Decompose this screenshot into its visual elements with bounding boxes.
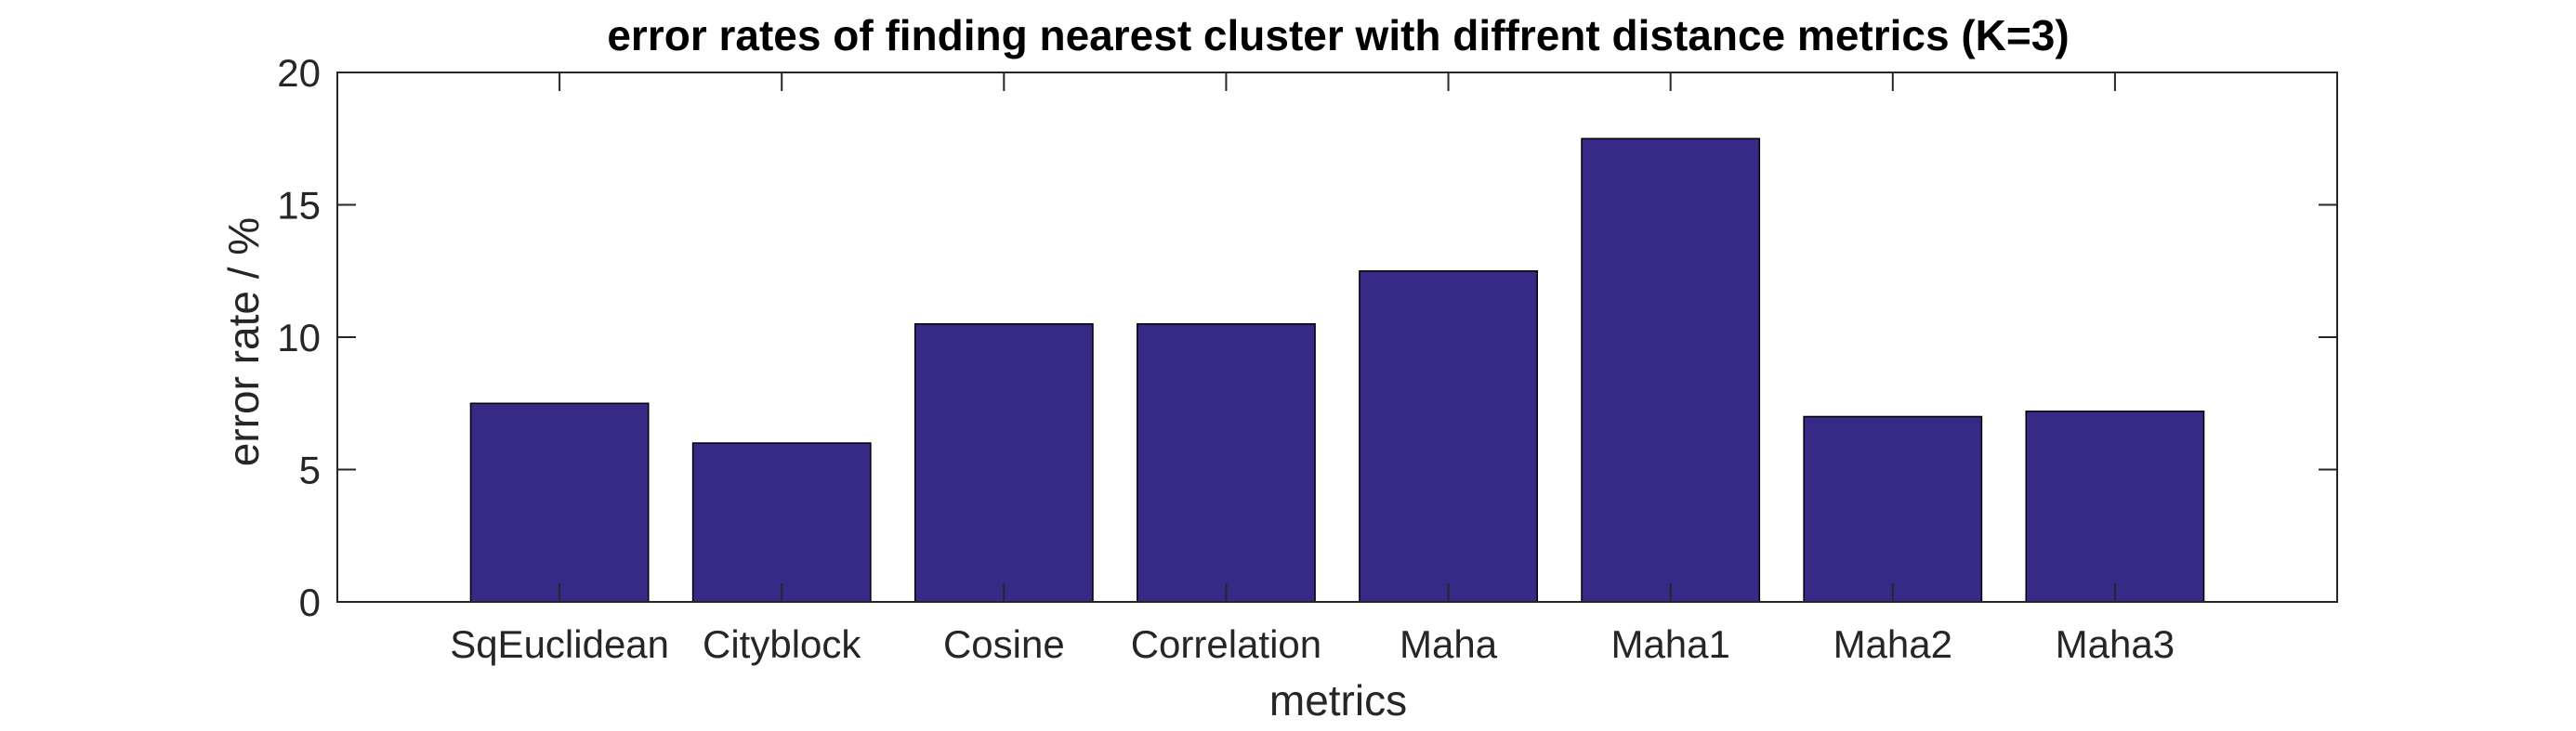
bar-maha [1359, 270, 1538, 603]
bar-maha1 [1581, 137, 1761, 603]
bar-cityblock [691, 442, 872, 603]
y-tick-label: 15 [277, 184, 321, 228]
x-tick-label: Maha [1400, 622, 1498, 666]
x-tick-label: SqEuclidean [450, 622, 669, 666]
bar-cosine [913, 323, 1094, 603]
bar-correlation [1137, 323, 1316, 603]
bar-sqeuclidean [469, 402, 650, 603]
x-tick-label: Correlation [1131, 622, 1321, 666]
x-tick-label: Maha1 [1610, 622, 1729, 666]
bar-maha3 [2025, 411, 2205, 603]
y-tick-label: 5 [299, 449, 321, 492]
x-axis-label: metrics [1269, 676, 1407, 724]
x-tick-label: Cosine [943, 622, 1065, 666]
y-axis-label: error rate / % [219, 217, 268, 466]
x-tick-label: Maha3 [2056, 622, 2175, 666]
y-tick-label: 0 [299, 581, 321, 624]
x-tick-label: Maha2 [1833, 622, 1952, 666]
y-tick-label: 10 [277, 316, 321, 359]
x-tick-label: Cityblock [703, 622, 861, 666]
y-tick-label: 20 [277, 51, 321, 95]
plot-area: 0 5 10 15 20 SqEuclidean Cityblock Cosine Correl… [277, 51, 2338, 666]
chart-title: error rates of finding nearest cluster w… [607, 11, 2069, 59]
bar-maha2 [1803, 415, 1983, 603]
